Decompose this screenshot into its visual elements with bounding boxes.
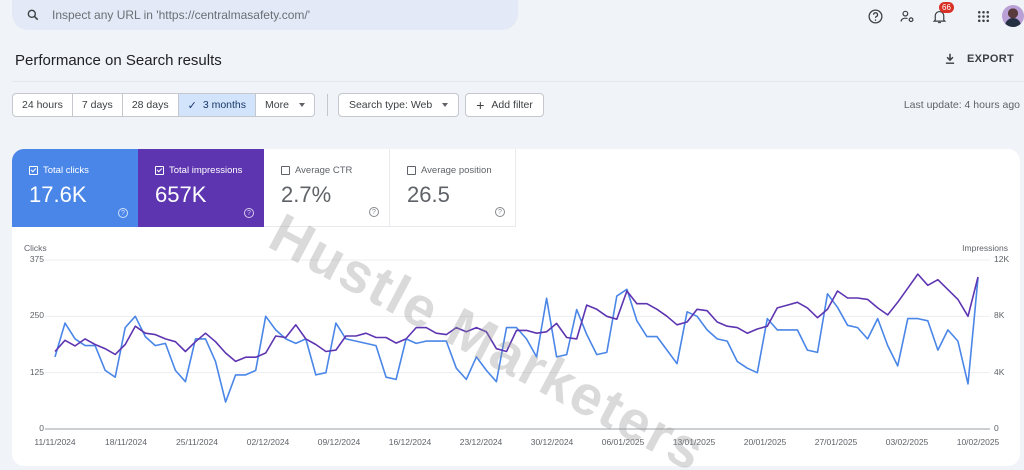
checkbox-unchecked-icon[interactable] [281, 166, 290, 175]
metric-card-average-ctr[interactable]: Average CTR 2.7% ? [264, 149, 390, 227]
y-axis-title-left: Clicks [24, 243, 47, 253]
x-tick: 10/02/2025 [956, 437, 1000, 447]
y-tick-left: 250 [29, 310, 44, 321]
y-tick-left: 375 [29, 254, 44, 264]
performance-panel: Total clicks 17.6K ? Total impressions 6… [12, 149, 1020, 466]
metric-value: 26.5 [407, 182, 450, 207]
date-range-selector: 24 hours 7 days 28 days ✓ 3 months More [12, 93, 315, 117]
date-range-3-months[interactable]: ✓ 3 months [178, 94, 257, 116]
help-icon[interactable]: ? [369, 207, 379, 217]
y-tick-right: 8K [994, 310, 1005, 321]
filter-divider [326, 94, 328, 116]
notifications-button[interactable]: 66 [928, 2, 954, 27]
metric-card-average-position[interactable]: Average position 26.5 ? [390, 149, 516, 227]
help-icon [867, 8, 883, 24]
date-range-28-days[interactable]: 28 days [123, 94, 179, 116]
x-tick: 20/01/2025 [743, 437, 787, 447]
help-icon[interactable]: ? [495, 207, 505, 217]
url-inspect-search[interactable] [12, 0, 518, 30]
y-tick-left: 0 [39, 423, 44, 433]
x-tick: 30/12/2024 [530, 437, 574, 447]
date-range-more-dropdown[interactable]: More [256, 94, 314, 116]
notification-badge: 66 [939, 2, 954, 13]
x-tick: 09/12/2024 [317, 437, 361, 447]
x-tick: 23/12/2024 [459, 437, 503, 447]
last-update-text: Last update: 4 hours ago [903, 99, 1020, 111]
dropdown-arrow-icon [442, 103, 449, 107]
x-tick: 03/02/2025 [885, 437, 929, 447]
checkbox-unchecked-icon[interactable] [407, 166, 416, 175]
apps-grid-icon [977, 10, 989, 22]
apps-button[interactable] [972, 5, 994, 27]
x-tick: 27/01/2025 [814, 437, 858, 447]
checkbox-checked-icon[interactable] [155, 166, 164, 175]
plus-icon: + [476, 97, 485, 113]
x-tick: 13/01/2025 [672, 437, 716, 447]
y-tick-left: 125 [29, 366, 44, 377]
performance-chart[interactable]: Clicks Impressions 0 125 250 375 0 4K 8K 12K 1… [12, 227, 1020, 466]
checkmark-icon: ✓ [187, 99, 197, 112]
help-icon[interactable]: ? [118, 208, 128, 218]
metric-value: 17.6K [29, 182, 87, 207]
x-tick: 25/11/2024 [176, 437, 218, 447]
date-range-24-hours[interactable]: 24 hours [13, 94, 73, 116]
x-tick: 11/11/2024 [34, 437, 76, 447]
help-button[interactable] [864, 5, 886, 27]
add-filter-button[interactable]: + Add filter [465, 93, 544, 117]
metric-value: 2.7% [281, 182, 332, 207]
clicks-line [54, 277, 979, 403]
y-axis-title-right: Impressions [962, 243, 1008, 253]
page-title: Performance on Search results [15, 52, 222, 69]
help-icon[interactable]: ? [244, 208, 254, 218]
search-type-dropdown[interactable]: Search type: Web [337, 93, 460, 117]
x-tick: 02/12/2024 [246, 437, 290, 447]
metric-value: 657K [155, 182, 207, 207]
impressions-line [54, 273, 979, 363]
metric-cards: Total clicks 17.6K ? Total impressions 6… [12, 149, 516, 227]
checkbox-checked-icon[interactable] [29, 166, 38, 175]
header-divider [12, 81, 1024, 82]
chart-plot [45, 259, 990, 430]
x-tick: 18/11/2024 [105, 437, 147, 447]
x-tick: 16/12/2024 [388, 437, 432, 447]
export-label: EXPORT [966, 53, 1014, 65]
search-icon [27, 9, 39, 21]
filter-bar: 24 hours 7 days 28 days ✓ 3 months More S… [12, 93, 550, 117]
avatar[interactable] [1002, 5, 1024, 27]
metric-card-total-impressions[interactable]: Total impressions 657K ? [138, 149, 264, 227]
dropdown-arrow-icon [298, 103, 305, 107]
manage-users-icon [900, 10, 913, 22]
url-inspect-input[interactable] [52, 8, 472, 22]
y-tick-right: 12K [994, 254, 1010, 264]
manage-users-button[interactable] [896, 5, 918, 27]
y-tick-right: 4K [994, 366, 1005, 377]
download-icon [945, 53, 955, 64]
y-tick-right: 0 [994, 423, 999, 433]
export-button[interactable]: EXPORT [943, 52, 1014, 66]
date-range-7-days[interactable]: 7 days [73, 94, 123, 116]
metric-card-total-clicks[interactable]: Total clicks 17.6K ? [12, 149, 138, 227]
top-bar: 66 [0, 0, 1024, 34]
x-tick: 06/01/2025 [601, 437, 645, 447]
